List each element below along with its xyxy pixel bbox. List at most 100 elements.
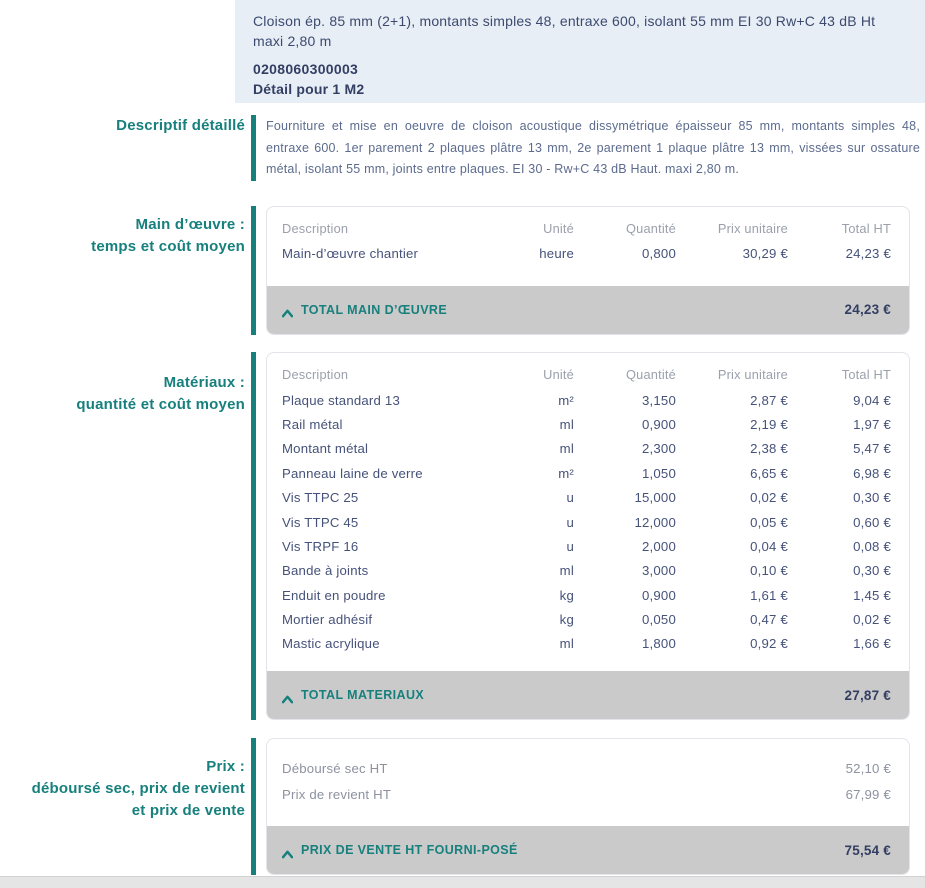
col-unit-price: Prix unitaire (717, 367, 788, 383)
cell-description: Panneau laine de verre (282, 465, 423, 481)
cell-unit: ml (559, 416, 574, 432)
cell-description: Plaque standard 13 (282, 392, 400, 408)
cell-quantity: 15,000 (634, 490, 676, 506)
materials-table-header: Description Unité Quantité Prix unitaire… (282, 362, 891, 388)
section-label-materials: Matériaux : quantité et coût moyen (0, 372, 245, 416)
section-materials: Matériaux : quantité et coût moyen Descr… (0, 351, 925, 721)
cell-total: 5,47 € (853, 441, 891, 457)
cell-quantity: 3,000 (641, 563, 676, 579)
chevron-up-icon (281, 846, 294, 859)
col-unit-price: Prix unitaire (717, 221, 788, 236)
table-row: Plaque standard 13 m² 3,150 2,87 € 9,04 … (282, 388, 891, 412)
cell-description: Enduit en poudre (282, 587, 386, 603)
cell-quantity: 12,000 (634, 514, 676, 530)
col-total: Total HT (841, 221, 891, 236)
materials-total-row[interactable]: TOTAL MATERIAUX 27,87 € (267, 671, 909, 720)
table-row: Enduit en poudre kg 0,900 1,61 € 1,45 € (282, 583, 891, 607)
cell-unit: u (566, 538, 574, 554)
section-pricing: Prix : déboursé sec, prix de revient et … (0, 738, 925, 876)
pricing-label-line2: déboursé sec, prix de revient (31, 780, 245, 798)
chevron-up-icon (281, 691, 294, 704)
table-row: Main-d’œuvre chantier heure 0,800 30,29 … (282, 242, 891, 266)
cell-description: Montant métal (282, 441, 369, 457)
col-unit: Unité (543, 367, 574, 383)
cell-quantity: 2,300 (641, 441, 676, 457)
section-labor: Main d’œuvre : temps et coût moyen Descr… (0, 205, 925, 335)
table-row: Rail métal ml 0,900 2,19 € 1,97 € (282, 412, 891, 436)
descriptif-text: Fourniture et mise en oeuvre de cloison … (266, 119, 920, 176)
accent-bar-pricing (251, 738, 256, 876)
cell-total: 6,98 € (853, 465, 891, 481)
labor-label-line2: temps et coût moyen (91, 237, 245, 255)
table-row: Vis TRPF 16 u 2,000 0,04 € 0,08 € (282, 534, 891, 558)
table-row: Mastic acrylique ml 1,800 0,92 € 1,66 € (282, 632, 891, 656)
materials-table-card: Description Unité Quantité Prix unitaire… (266, 351, 910, 721)
cell-quantity: 2,000 (641, 538, 676, 554)
cell-unit-price: 1,61 € (750, 587, 788, 603)
labor-table-card: Description Unité Quantité Prix unitaire… (266, 205, 910, 335)
col-description: Description (282, 367, 349, 383)
cell-unit-price: 2,87 € (750, 392, 788, 408)
cell-total: 1,66 € (853, 636, 891, 652)
col-quantity: Quantité (626, 367, 676, 383)
cell-quantity: 1,800 (641, 636, 676, 652)
cell-unit-price: 0,10 € (750, 563, 788, 579)
cell-total: 0,02 € (853, 612, 891, 628)
labor-total-row[interactable]: TOTAL MAIN D’ŒUVRE 24,23 € (267, 285, 909, 334)
cell-description: Mastic acrylique (282, 636, 380, 652)
selling-price-total-row[interactable]: PRIX DE VENTE HT FOURNI-POSÉ 75,54 € (267, 826, 909, 875)
table-row: Bande à joints ml 3,000 0,10 € 0,30 € (282, 559, 891, 583)
cell-total: 9,04 € (853, 392, 891, 408)
cell-total: 24,23 € (845, 246, 891, 262)
pricing-row-value: 52,10 € (845, 760, 891, 776)
item-title: Cloison ép. 85 mm (2+1), montants simple… (253, 13, 876, 49)
cell-unit: u (566, 514, 574, 530)
accent-bar-materials (251, 351, 256, 721)
pricing-label-line3: et prix de vente (131, 802, 245, 820)
cell-description: Main-d’œuvre chantier (282, 246, 419, 262)
selling-price-total-label: PRIX DE VENTE HT FOURNI-POSÉ (301, 843, 518, 858)
section-label-labor: Main d’œuvre : temps et coût moyen (0, 214, 245, 258)
materials-total-value: 27,87 € (844, 687, 891, 703)
cell-total: 1,45 € (853, 587, 891, 603)
pricing-row-label: Prix de revient HT (282, 786, 392, 802)
cell-unit-price: 0,04 € (750, 538, 788, 554)
cell-quantity: 3,150 (641, 392, 676, 408)
cell-description: Vis TTPC 45 (282, 514, 359, 530)
pricing-row-value: 67,99 € (845, 786, 891, 802)
cell-description: Vis TRPF 16 (282, 538, 359, 554)
pricing-card: Déboursé sec HT 52,10 € Prix de revient … (266, 738, 910, 876)
cell-unit: ml (559, 441, 574, 457)
labor-label-line1: Main d’œuvre : (135, 215, 245, 233)
cell-total: 0,30 € (853, 563, 891, 579)
cell-unit-price: 0,47 € (750, 612, 788, 628)
selling-price-total-value: 75,54 € (844, 842, 891, 858)
cell-quantity: 0,050 (641, 612, 676, 628)
cell-unit: ml (559, 636, 574, 652)
cell-description: Rail métal (282, 416, 343, 432)
table-row: Vis TTPC 45 u 12,000 0,05 € 0,60 € (282, 510, 891, 534)
col-quantity: Quantité (626, 221, 676, 236)
cell-total: 0,60 € (853, 514, 891, 530)
cell-unit-price: 30,29 € (742, 246, 788, 262)
cell-quantity: 0,800 (641, 246, 676, 262)
cell-total: 1,97 € (853, 416, 891, 432)
table-row: Montant métal ml 2,300 2,38 € 5,47 € (282, 437, 891, 461)
table-row: Vis TTPC 25 u 15,000 0,02 € 0,30 € (282, 485, 891, 509)
cell-description: Vis TTPC 25 (282, 490, 359, 506)
col-unit: Unité (543, 221, 574, 236)
chevron-up-icon (281, 305, 294, 318)
labor-total-value: 24,23 € (844, 302, 891, 318)
materials-label-line1: Matériaux : (163, 373, 245, 391)
section-label-descriptif: Descriptif détaillé (116, 117, 245, 134)
cell-unit-price: 0,92 € (750, 636, 788, 652)
cell-unit: heure (539, 246, 574, 262)
table-row: Mortier adhésif kg 0,050 0,47 € 0,02 € (282, 607, 891, 631)
cell-quantity: 1,050 (641, 465, 676, 481)
detail-unit-label: Détail pour 1 M2 (253, 81, 365, 97)
pricing-row: Déboursé sec HT 52,10 € (282, 755, 891, 781)
pricing-row: Prix de revient HT 67,99 € (282, 781, 891, 807)
cell-quantity: 0,900 (641, 416, 676, 432)
item-code: 0208060300003 (253, 61, 359, 77)
